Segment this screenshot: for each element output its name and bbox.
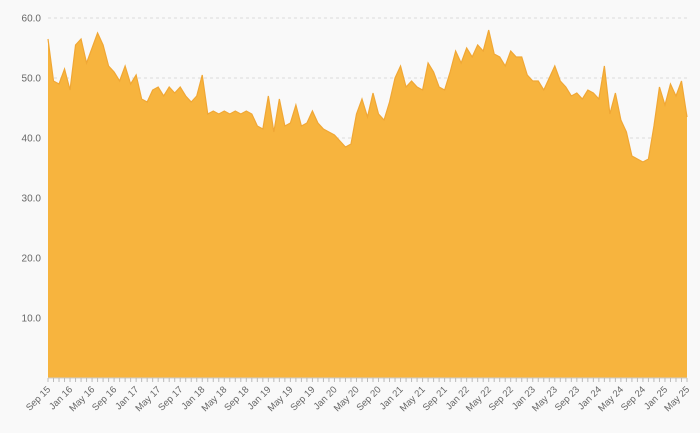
x-axis-tick-label: May 22 [464,384,494,414]
y-axis-tick-label: 20.0 [22,254,42,265]
x-axis-tick-label: May 18 [200,384,230,414]
x-axis-tick-label: Sep 16 [90,384,119,413]
x-axis-tick-label: Sep 18 [222,384,251,413]
x-axis-tick-label: Sep 17 [156,384,185,413]
y-axis-tick-label: 40.0 [22,134,42,145]
area-series [48,30,687,378]
x-axis-tick-label: May 17 [133,384,163,414]
x-axis-tick-label: Sep 23 [553,384,582,413]
x-axis-tick-label: Sep 22 [487,384,516,413]
series-line [47,29,688,163]
x-axis-tick-label: May 25 [662,384,692,414]
y-axis-tick-label: 50.0 [22,74,42,85]
x-axis-tick-label: Sep 19 [288,384,317,413]
x-axis-tick-label: Sep 21 [421,384,450,413]
x-axis-tick-label: May 19 [266,384,296,414]
x-axis-tick-label: May 20 [332,384,362,414]
y-axis-tick-label: 30.0 [22,194,42,205]
x-axis-tick-label: May 16 [67,384,97,414]
y-axis-tick-label: 10.0 [22,314,42,325]
x-axis-tick-label: May 21 [398,384,428,414]
x-axis-tick-label: Sep 24 [619,384,648,413]
x-axis-tick-label: Sep 20 [355,384,384,413]
x-axis-tick-label: May 23 [530,384,560,414]
x-axis-tick-label: May 24 [596,384,626,414]
y-axis-tick-label: 60.0 [22,14,42,25]
x-axis-tick-label: Sep 15 [24,384,53,413]
